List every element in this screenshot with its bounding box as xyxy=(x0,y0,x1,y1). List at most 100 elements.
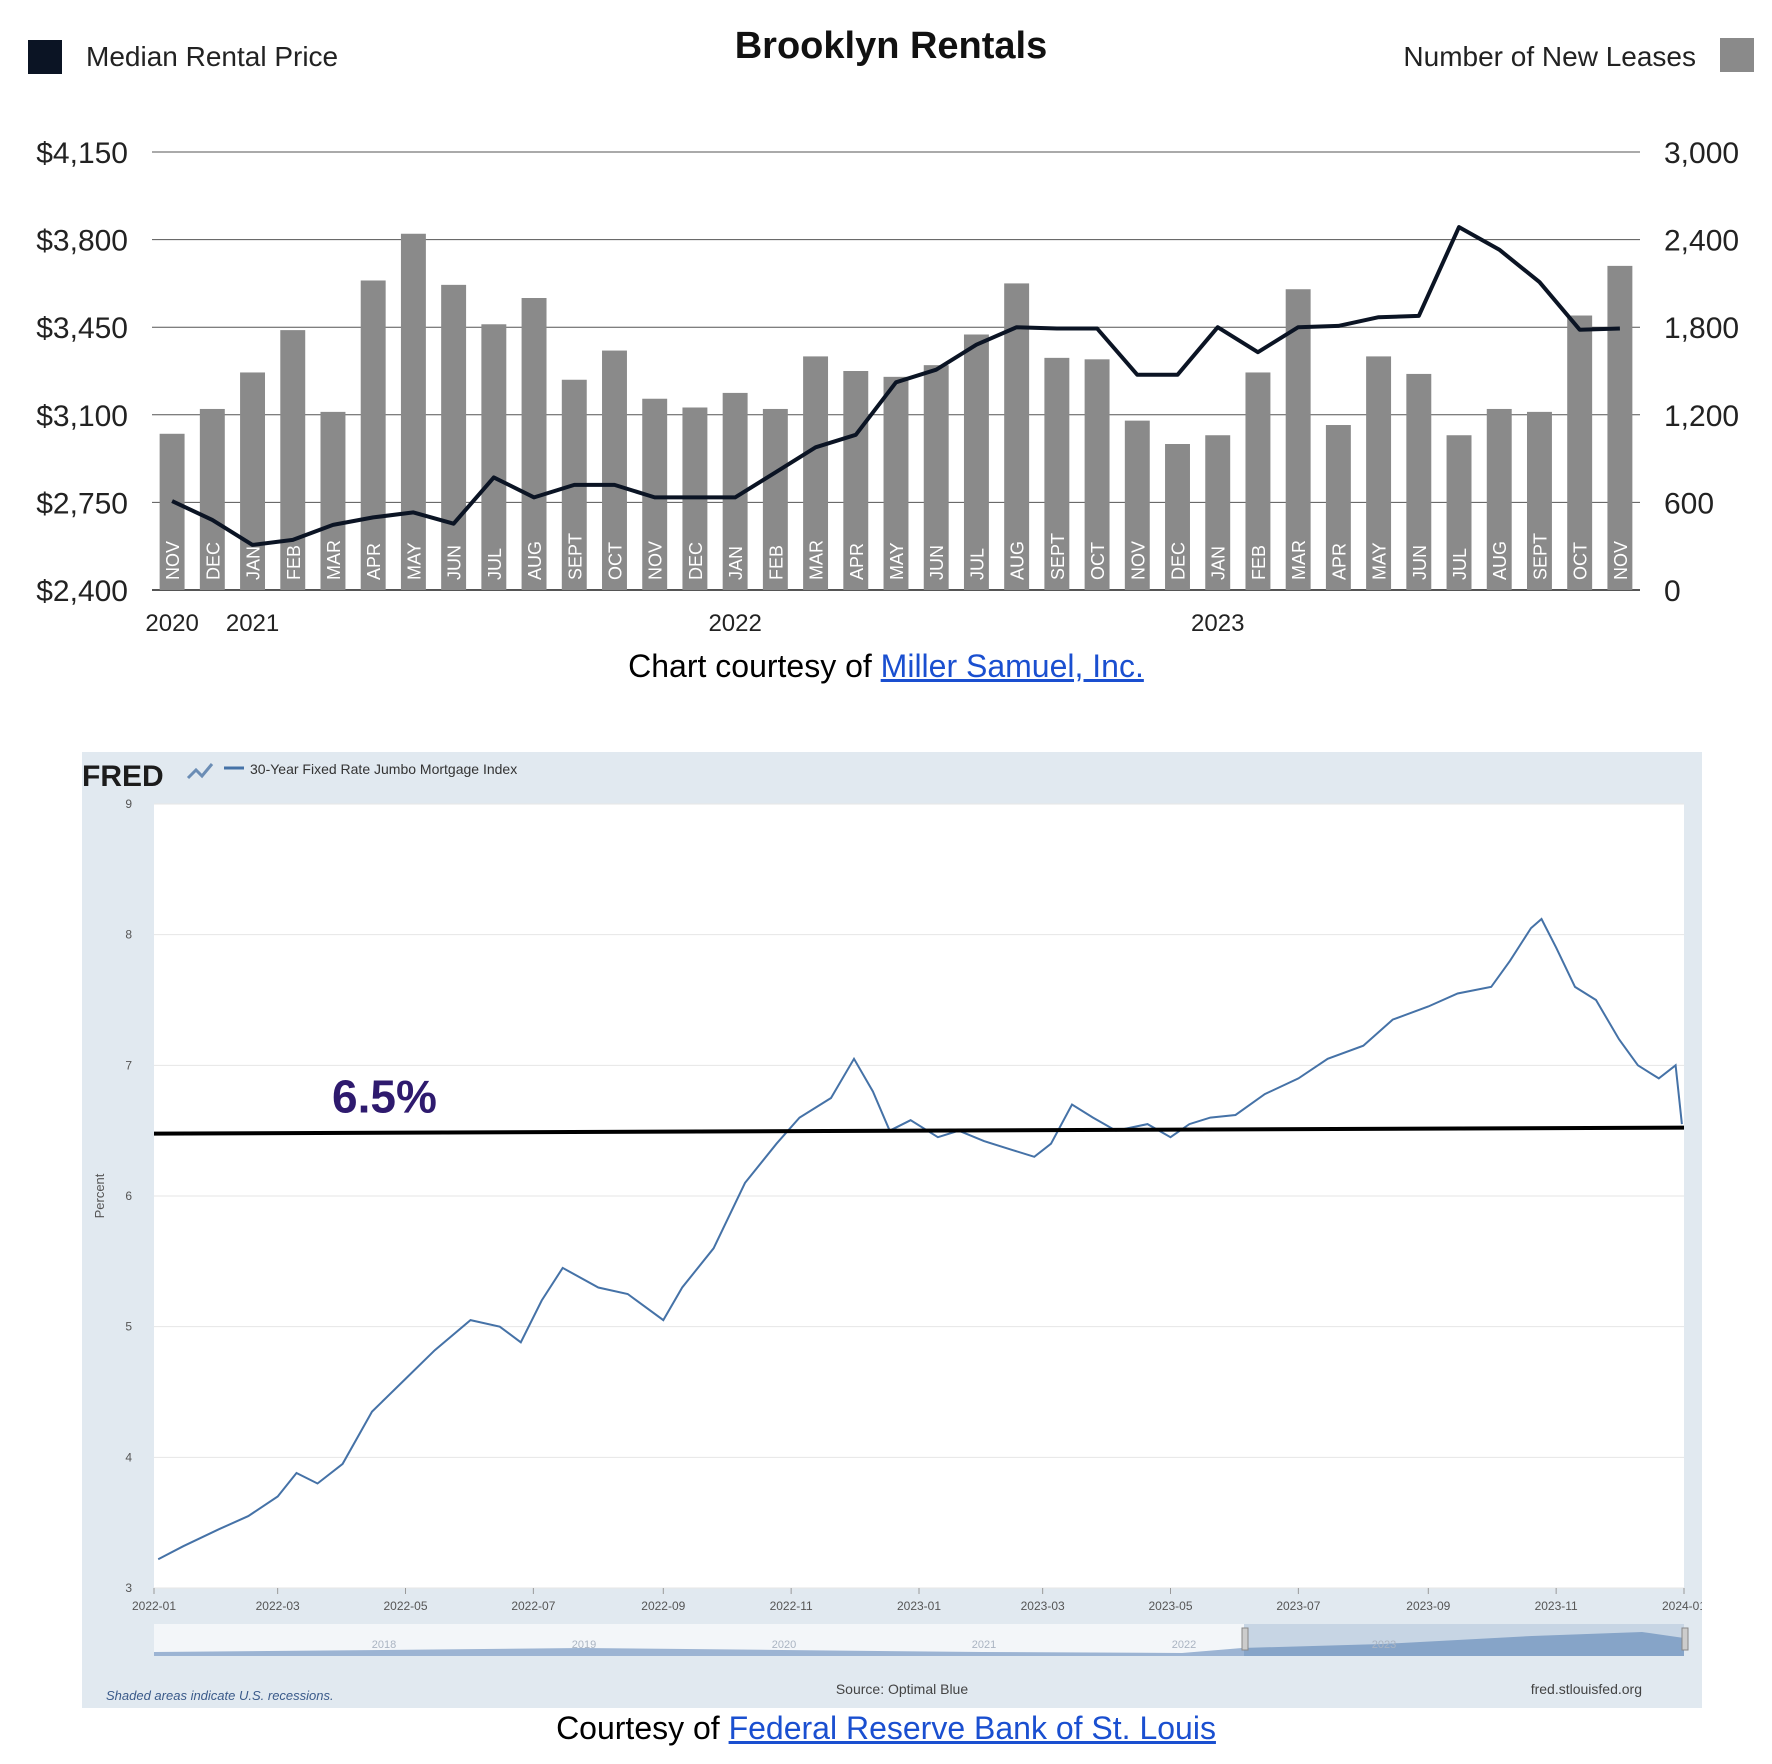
legend-label-jumbo-index: 30-Year Fixed Rate Jumbo Mortgage Index xyxy=(250,761,517,777)
left-axis-tick-label: $2,750 xyxy=(36,487,128,520)
month-label: DEC xyxy=(203,542,223,580)
navigator-selection[interactable] xyxy=(1244,1624,1684,1656)
st-louis-fed-link[interactable]: Federal Reserve Bank of St. Louis xyxy=(728,1710,1216,1746)
legend-label-median-rental-price: Median Rental Price xyxy=(86,41,338,72)
month-label: MAR xyxy=(807,540,827,580)
lease-bar xyxy=(360,280,386,590)
navigator-year-label: 2020 xyxy=(772,1639,796,1651)
right-axis-labels: 0 600 1,200 1,800 2,400 3,000 xyxy=(1664,137,1739,608)
y-tick-label: 9 xyxy=(125,797,132,811)
month-label: JUN xyxy=(927,545,947,580)
recessions-note: Shaded areas indicate U.S. recessions. xyxy=(106,1688,334,1703)
y-tick-label: 5 xyxy=(125,1320,132,1334)
left-axis-tick-label: $4,150 xyxy=(36,137,128,170)
lease-bar xyxy=(481,324,507,590)
x-tick-label: 2024-01 xyxy=(1662,1599,1702,1613)
lease-bar xyxy=(1205,435,1231,590)
navigator-handle-left[interactable] xyxy=(1241,1627,1249,1651)
y-tick-label: 4 xyxy=(125,1450,132,1464)
month-label: AUG xyxy=(525,541,545,580)
left-axis-tick-label: $3,450 xyxy=(36,312,128,345)
gridlines xyxy=(153,803,1685,1594)
month-label: MAY xyxy=(1370,542,1390,580)
month-label: MAY xyxy=(404,542,424,580)
lease-bar xyxy=(240,372,266,590)
left-axis-tick-label: $3,100 xyxy=(36,400,128,433)
lease-bar xyxy=(1567,315,1593,590)
lease-bar xyxy=(320,411,346,590)
navigator-labels: 2018 2019 2020 2021 2022 2023 xyxy=(372,1639,1396,1651)
month-label: NOV xyxy=(1611,541,1631,580)
credit-prefix: Chart courtesy of xyxy=(628,648,881,684)
x-tick-label: 2022-07 xyxy=(511,1599,555,1613)
month-label: MAR xyxy=(324,540,344,580)
range-navigator[interactable]: 2018 2019 2020 2021 2022 2023 xyxy=(154,1624,1689,1656)
month-label: JUL xyxy=(485,548,505,580)
x-axis-labels: 2022-01 2022-03 2022-05 2022-07 2022-09 2022-… xyxy=(132,1599,1702,1613)
lease-bar xyxy=(1285,289,1311,590)
month-label: APR xyxy=(364,543,384,580)
year-label: 2020 xyxy=(145,610,198,637)
navigator-year-label: 2021 xyxy=(972,1639,996,1651)
y-tick-label: 7 xyxy=(125,1058,132,1072)
month-label: JUN xyxy=(1410,545,1430,580)
right-axis-tick-label: 3,000 xyxy=(1664,137,1739,170)
fred-url[interactable]: fred.stlouisfed.org xyxy=(1531,1681,1642,1697)
month-label: SEPT xyxy=(1530,533,1550,580)
navigator-handle-right[interactable] xyxy=(1681,1627,1689,1651)
lease-bar xyxy=(1044,357,1070,590)
chart-credit-miller-samuel: Chart courtesy of Miller Samuel, Inc. xyxy=(0,648,1772,685)
y-axis-labels: 3 4 5 6 7 8 9 xyxy=(125,797,132,1595)
lease-bar xyxy=(923,365,949,590)
chart-title: Brooklyn Rentals xyxy=(735,25,1048,67)
left-axis-labels: $2,400 $2,750 $3,100 $3,450 $3,800 $4,150 xyxy=(36,137,128,608)
month-label: OCT xyxy=(605,542,625,580)
lease-bar xyxy=(441,284,467,590)
month-label: NOV xyxy=(163,541,183,580)
year-label: 2022 xyxy=(708,610,761,637)
month-label: MAY xyxy=(887,542,907,580)
month-label: JUL xyxy=(967,548,987,580)
month-label: JUN xyxy=(445,545,465,580)
navigator-year-label: 2019 xyxy=(572,1639,596,1651)
lease-bar xyxy=(1084,359,1110,590)
x-tick-label: 2022-01 xyxy=(132,1599,176,1613)
lease-bar xyxy=(963,334,989,590)
lease-bar xyxy=(803,356,829,590)
lease-bar xyxy=(1165,444,1190,590)
x-tick-label: 2022-11 xyxy=(770,1599,813,1613)
lease-bar xyxy=(280,330,306,590)
y-tick-label: 3 xyxy=(125,1581,132,1595)
lease-bar xyxy=(762,408,788,590)
fred-logo: FRED xyxy=(82,760,164,793)
lease-bar xyxy=(1004,283,1030,590)
x-tick-label: 2022-09 xyxy=(641,1599,685,1613)
lease-bar xyxy=(883,376,909,590)
lease-bar xyxy=(1325,425,1351,590)
new-leases-bars xyxy=(159,233,1633,590)
lease-bar xyxy=(199,408,225,590)
lease-bar xyxy=(1366,356,1392,590)
right-axis-tick-label: 1,800 xyxy=(1664,312,1739,345)
year-labels: 2020 2021 2022 2023 xyxy=(145,610,1244,637)
month-label: JAN xyxy=(1209,546,1229,580)
month-labels: NOV DEC JAN FEB MAR APR MAY JUN JUL AUG SEPT OCT NOV… xyxy=(163,533,1631,580)
chart-credit-st-louis-fed: Courtesy of Federal Reserve Bank of St. … xyxy=(0,1710,1772,1747)
y-tick-label: 8 xyxy=(125,928,132,942)
month-label: JUL xyxy=(1450,548,1470,580)
month-label: JAN xyxy=(726,546,746,580)
x-tick-label: 2023-05 xyxy=(1148,1599,1192,1613)
lease-bar xyxy=(159,433,185,590)
miller-samuel-link[interactable]: Miller Samuel, Inc. xyxy=(880,648,1144,684)
reference-line-label: 6.5% xyxy=(332,1071,437,1123)
x-tick-label: 2023-11 xyxy=(1535,1599,1578,1613)
lease-bar xyxy=(1124,420,1150,590)
lease-bar xyxy=(400,233,426,590)
month-label: DEC xyxy=(1169,542,1189,580)
fred-mortgage-chart: FRED 30-Year Fixed Rate Jumbo Mortgage I… xyxy=(82,752,1702,1708)
x-tick-label: 2022-05 xyxy=(383,1599,427,1613)
lease-bar xyxy=(602,350,627,590)
lease-bar xyxy=(843,371,869,590)
month-label: APR xyxy=(1329,543,1349,580)
month-label: NOV xyxy=(1128,541,1148,580)
